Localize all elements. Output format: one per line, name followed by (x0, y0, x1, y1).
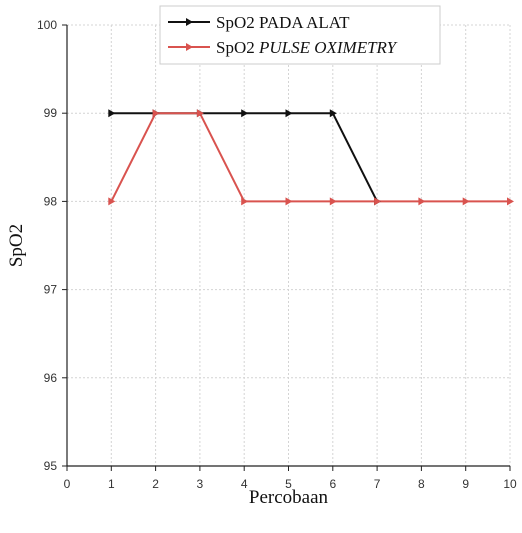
series-1-point-5 (285, 197, 293, 206)
series-0-point-5 (285, 109, 293, 118)
series-0-point-1 (108, 109, 116, 118)
series-1-point-6 (329, 197, 337, 206)
series-lines (110, 112, 510, 203)
legend-box (159, 5, 441, 65)
grid (67, 24, 511, 466)
x-tick-label-10: 10 (503, 477, 517, 491)
series-1-point-9 (462, 197, 470, 206)
x-tick-label-4: 4 (241, 477, 248, 491)
y-tick-label-97: 97 (44, 283, 58, 297)
tick-labels: 0 1 2 3 4 5 6 7 8 9 10 95 96 97 98 99 100 (37, 18, 517, 491)
y-tick-label-99: 99 (44, 106, 58, 120)
x-tick-label-5: 5 (285, 477, 292, 491)
x-tick-label-3: 3 (197, 477, 204, 491)
series-1-point-8 (418, 197, 426, 206)
y-axis-title: SpO2 (6, 224, 27, 267)
series-1-point-10 (507, 197, 514, 206)
series-0-point-4 (241, 109, 249, 118)
x-tick-label-6: 6 (329, 477, 336, 491)
series-1-point-1 (108, 197, 116, 206)
y-tick-label-100: 100 (37, 18, 57, 32)
series-points (108, 109, 514, 206)
series-1-point-2 (152, 109, 160, 118)
legend-marker-0 (186, 18, 193, 26)
x-tick-label-2: 2 (152, 477, 159, 491)
legend-label-0: SpO2 PADA ALAT (216, 13, 350, 32)
legend-label-prefix-0: SpO2 (216, 13, 259, 32)
series-1-point-3 (196, 109, 204, 118)
x-tick-label-1: 1 (108, 477, 115, 491)
legend-label-rest-0: PADA ALAT (259, 13, 350, 32)
x-tick-label-9: 9 (462, 477, 469, 491)
y-tick-label-95: 95 (44, 459, 58, 473)
x-tick-label-0: 0 (64, 477, 71, 491)
series-line-1 (110, 112, 510, 203)
legend-marker-1 (186, 43, 193, 51)
legend-label-prefix-1: SpO2 (216, 38, 259, 57)
x-tick-label-7: 7 (374, 477, 381, 491)
series-1-point-7 (374, 197, 382, 206)
series-0-point-6 (329, 109, 337, 118)
legend-label-1: SpO2 PULSE OXIMETRY (216, 38, 398, 57)
y-tick-label-98: 98 (44, 194, 58, 208)
series-1-point-4 (241, 197, 249, 206)
x-axis-title: Percobaan (249, 487, 329, 508)
axes (62, 24, 511, 471)
legend-label-rest-1: PULSE OXIMETRY (258, 38, 398, 57)
x-tick-label-8: 8 (418, 477, 425, 491)
y-tick-label-96: 96 (44, 371, 58, 385)
